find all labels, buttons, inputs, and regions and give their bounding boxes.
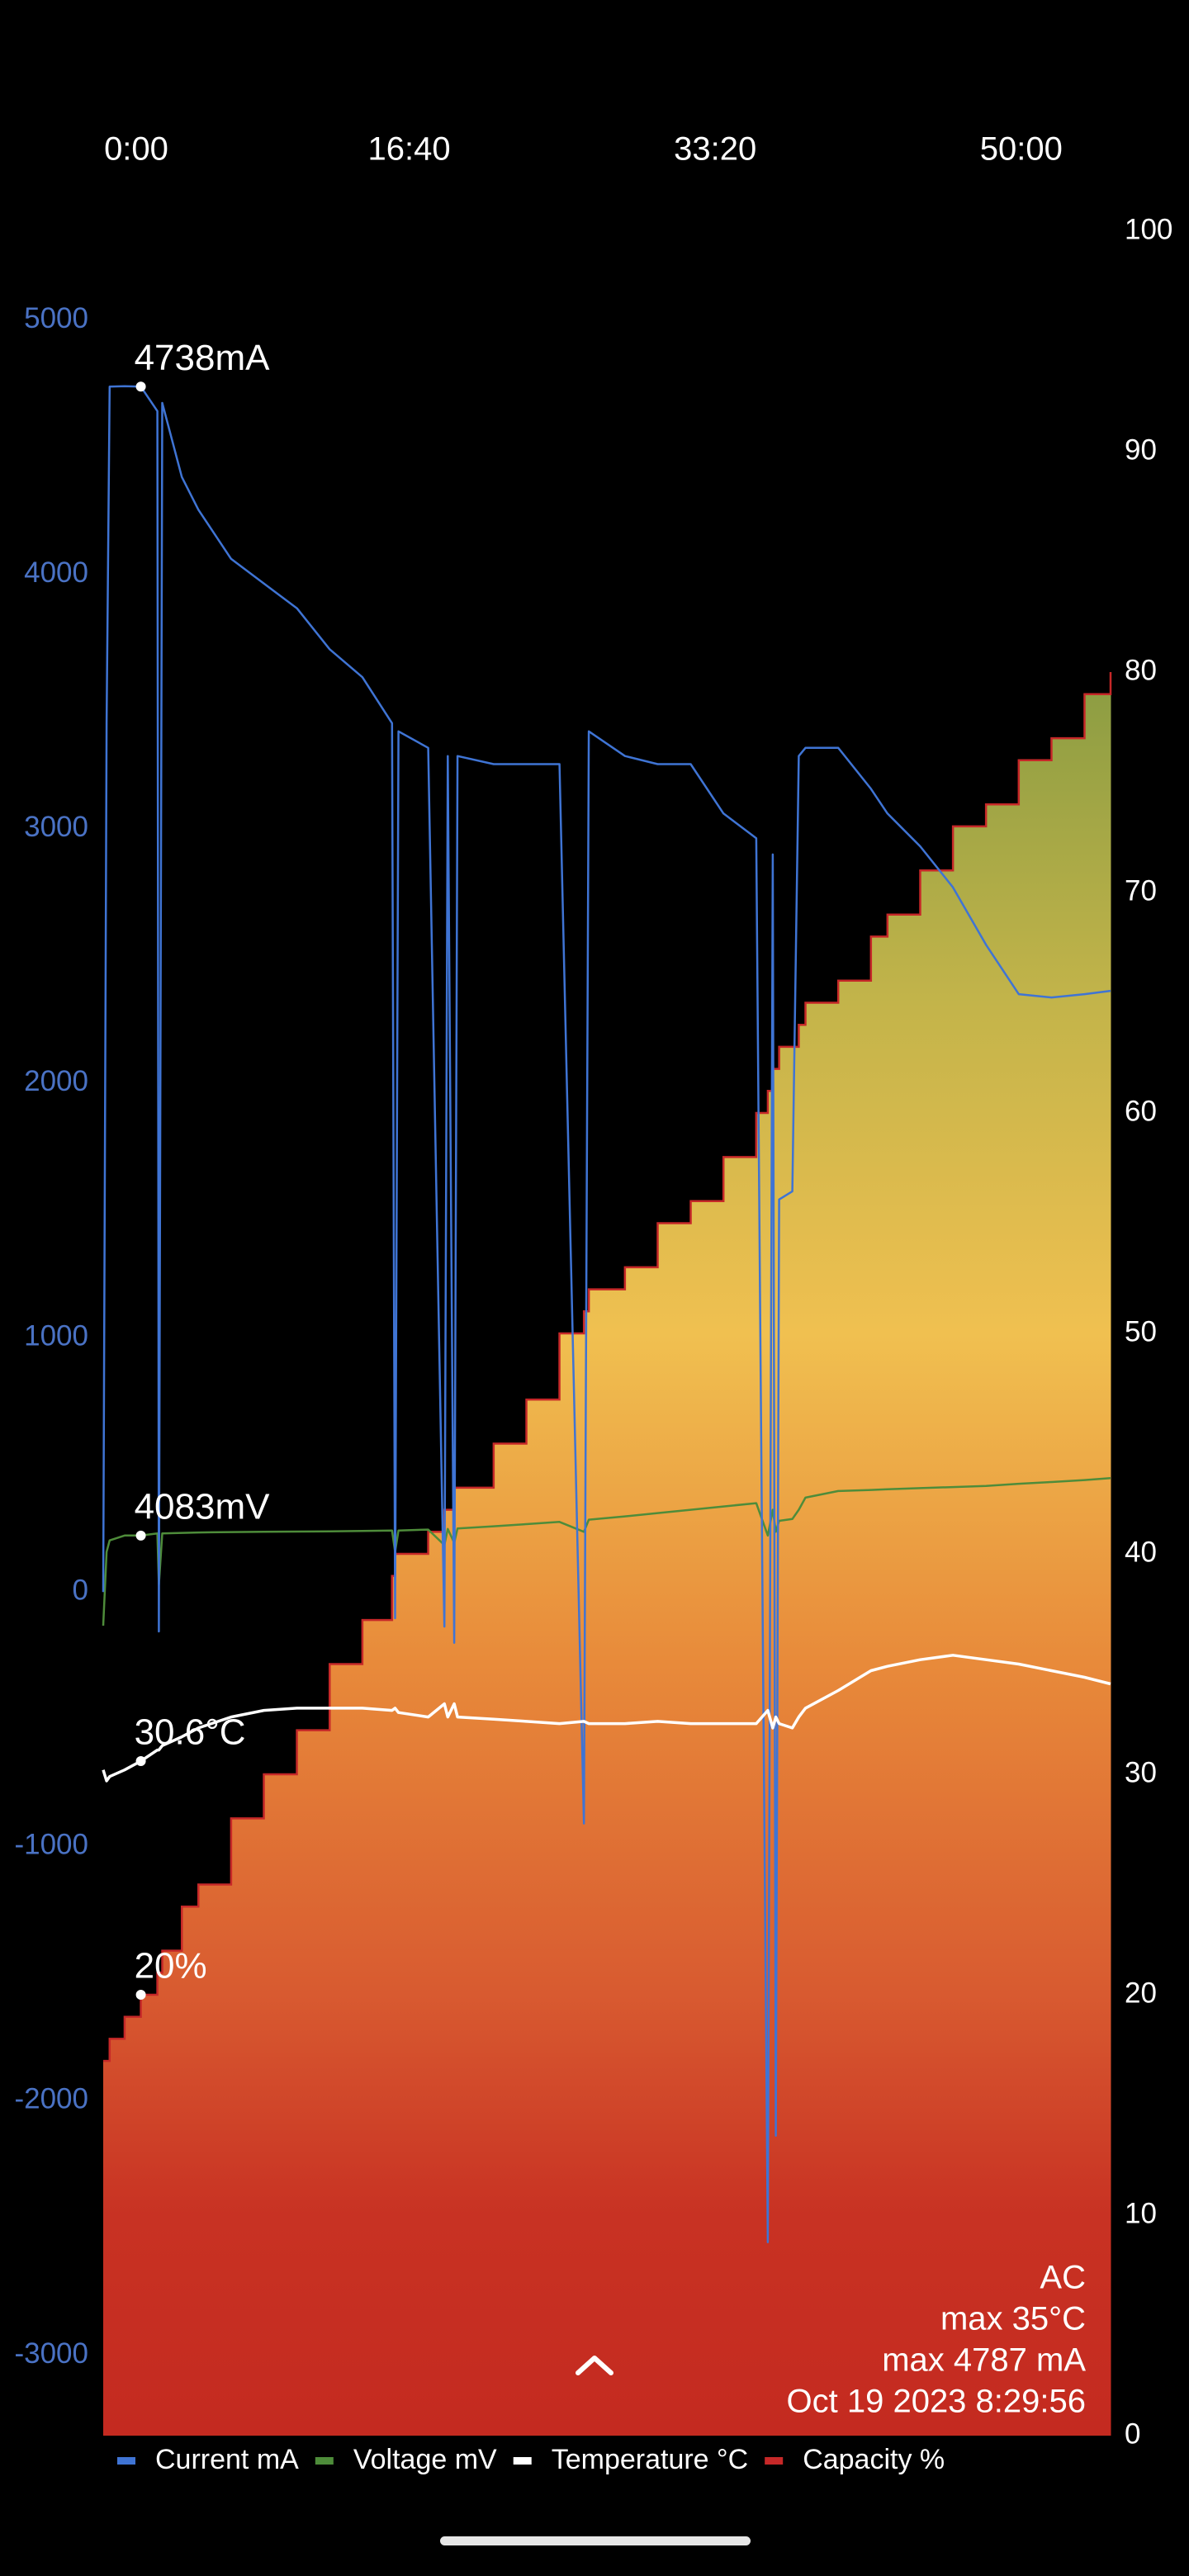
info-text: max 4787 mA	[882, 2342, 1086, 2379]
home-indicator[interactable]	[440, 2536, 751, 2545]
capacity-step	[428, 1532, 445, 2436]
y-tick-label: -2000	[14, 2083, 88, 2115]
y2-tick-label: 0	[1125, 2417, 1140, 2450]
legend-swatch	[117, 2457, 135, 2465]
y2-tick-label: 20	[1125, 1977, 1157, 2009]
capacity-step	[140, 1995, 159, 2436]
value-label: 4083mV	[135, 1486, 271, 1527]
y2-tick-label: 40	[1125, 1536, 1157, 1568]
y2-tick-label: 50	[1125, 1315, 1157, 1347]
y2-tick-label: 100	[1125, 213, 1172, 245]
capacity-step	[838, 980, 872, 2436]
value-label: 20%	[135, 1946, 207, 1986]
y2-tick-label: 10	[1125, 2197, 1157, 2229]
capacity-step	[589, 1289, 626, 2436]
capacity-step	[920, 870, 954, 2436]
capacity-step	[109, 2039, 126, 2436]
value-dot	[135, 1755, 146, 1766]
y2-tick-label: 60	[1125, 1095, 1157, 1127]
capacity-step	[391, 1575, 396, 2436]
y2-tick-label: 90	[1125, 433, 1157, 466]
series-line	[102, 1654, 1111, 1783]
capacity-step	[362, 1620, 393, 2436]
capacity-step	[457, 1487, 495, 2436]
capacity-step	[792, 1046, 799, 2436]
legend-label: Temperature °C	[552, 2444, 748, 2475]
value-label: 30.6°C	[135, 1712, 246, 1753]
capacity-step	[124, 2016, 142, 2436]
plot-area	[102, 385, 1112, 2436]
x-tick-label: 16:40	[368, 131, 451, 168]
capacity-step	[657, 1223, 692, 2436]
series-line	[102, 1476, 1111, 1627]
y2-tick-label: 70	[1125, 874, 1157, 907]
capacity-step	[624, 1267, 659, 2436]
capacity-step	[798, 1025, 807, 2436]
capacity-step	[1018, 760, 1052, 2436]
y-tick-label: 1000	[24, 1319, 88, 1352]
capacity-step	[395, 1554, 400, 2436]
x-tick-label: 33:20	[674, 131, 756, 168]
capacity-step	[690, 1200, 724, 2436]
legend-label: Capacity %	[803, 2444, 945, 2475]
capacity-step	[584, 1311, 590, 2436]
x-tick-label: 50:00	[980, 131, 1063, 168]
capacity-step	[159, 1972, 163, 2436]
capacity-step	[1051, 738, 1085, 2436]
capacity-step	[887, 914, 921, 2436]
capacity-step	[870, 936, 888, 2436]
y2-tick-label: 30	[1125, 1756, 1157, 1788]
value-dot	[135, 1530, 146, 1541]
capacity-step	[198, 1884, 232, 2436]
capacity-step	[779, 1046, 793, 2436]
info-text: AC	[1040, 2260, 1086, 2296]
y-tick-label: 3000	[24, 811, 88, 843]
expand-chevron[interactable]	[576, 2356, 613, 2375]
x-tick-label: 0:00	[104, 131, 168, 168]
capacity-step	[723, 1157, 757, 2436]
value-dot	[135, 1990, 146, 2000]
value-dot	[135, 381, 146, 392]
info-text: max 35°C	[940, 2301, 1086, 2337]
legend-label: Voltage mV	[353, 2444, 497, 2475]
y-tick-label: -1000	[14, 1829, 88, 1861]
capacity-step	[162, 1950, 182, 2436]
capacity-step	[448, 1509, 455, 2436]
legend-swatch	[513, 2457, 532, 2465]
y2-tick-label: 80	[1125, 654, 1157, 686]
capacity-step	[296, 1730, 330, 2436]
capacity-step	[493, 1443, 528, 2436]
capacity-step	[805, 1002, 839, 2436]
value-label: 4738mA	[135, 338, 271, 378]
capacity-step	[263, 1774, 298, 2436]
legend-swatch	[315, 2457, 334, 2465]
capacity-step	[230, 1818, 265, 2436]
capacity-step	[329, 1664, 363, 2436]
capacity-step	[103, 2061, 107, 2436]
capacity-step	[107, 2061, 111, 2436]
capacity-step	[986, 804, 1020, 2436]
legend-swatch	[765, 2457, 784, 2465]
legend-label: Current mA	[155, 2444, 299, 2475]
capacity-step	[953, 826, 987, 2436]
y-tick-label: 0	[73, 1574, 88, 1606]
capacity-step	[444, 1509, 448, 2436]
capacity-step	[454, 1487, 458, 2436]
capacity-step	[398, 1554, 429, 2436]
y-tick-label: -3000	[14, 2337, 88, 2370]
capacity-step	[1084, 694, 1111, 2436]
y-tick-label: 5000	[24, 302, 88, 334]
series-line	[102, 385, 1111, 2244]
capacity-step	[182, 1906, 199, 2436]
capacity-step	[157, 1972, 159, 2436]
y-tick-label: 4000	[24, 556, 88, 589]
capacity-step	[559, 1333, 585, 2436]
y-tick-label: 2000	[24, 1065, 88, 1097]
capacity-step	[526, 1399, 561, 2436]
info-text: Oct 19 2023 8:29:56	[787, 2384, 1087, 2420]
capacity-step	[756, 1113, 769, 2436]
